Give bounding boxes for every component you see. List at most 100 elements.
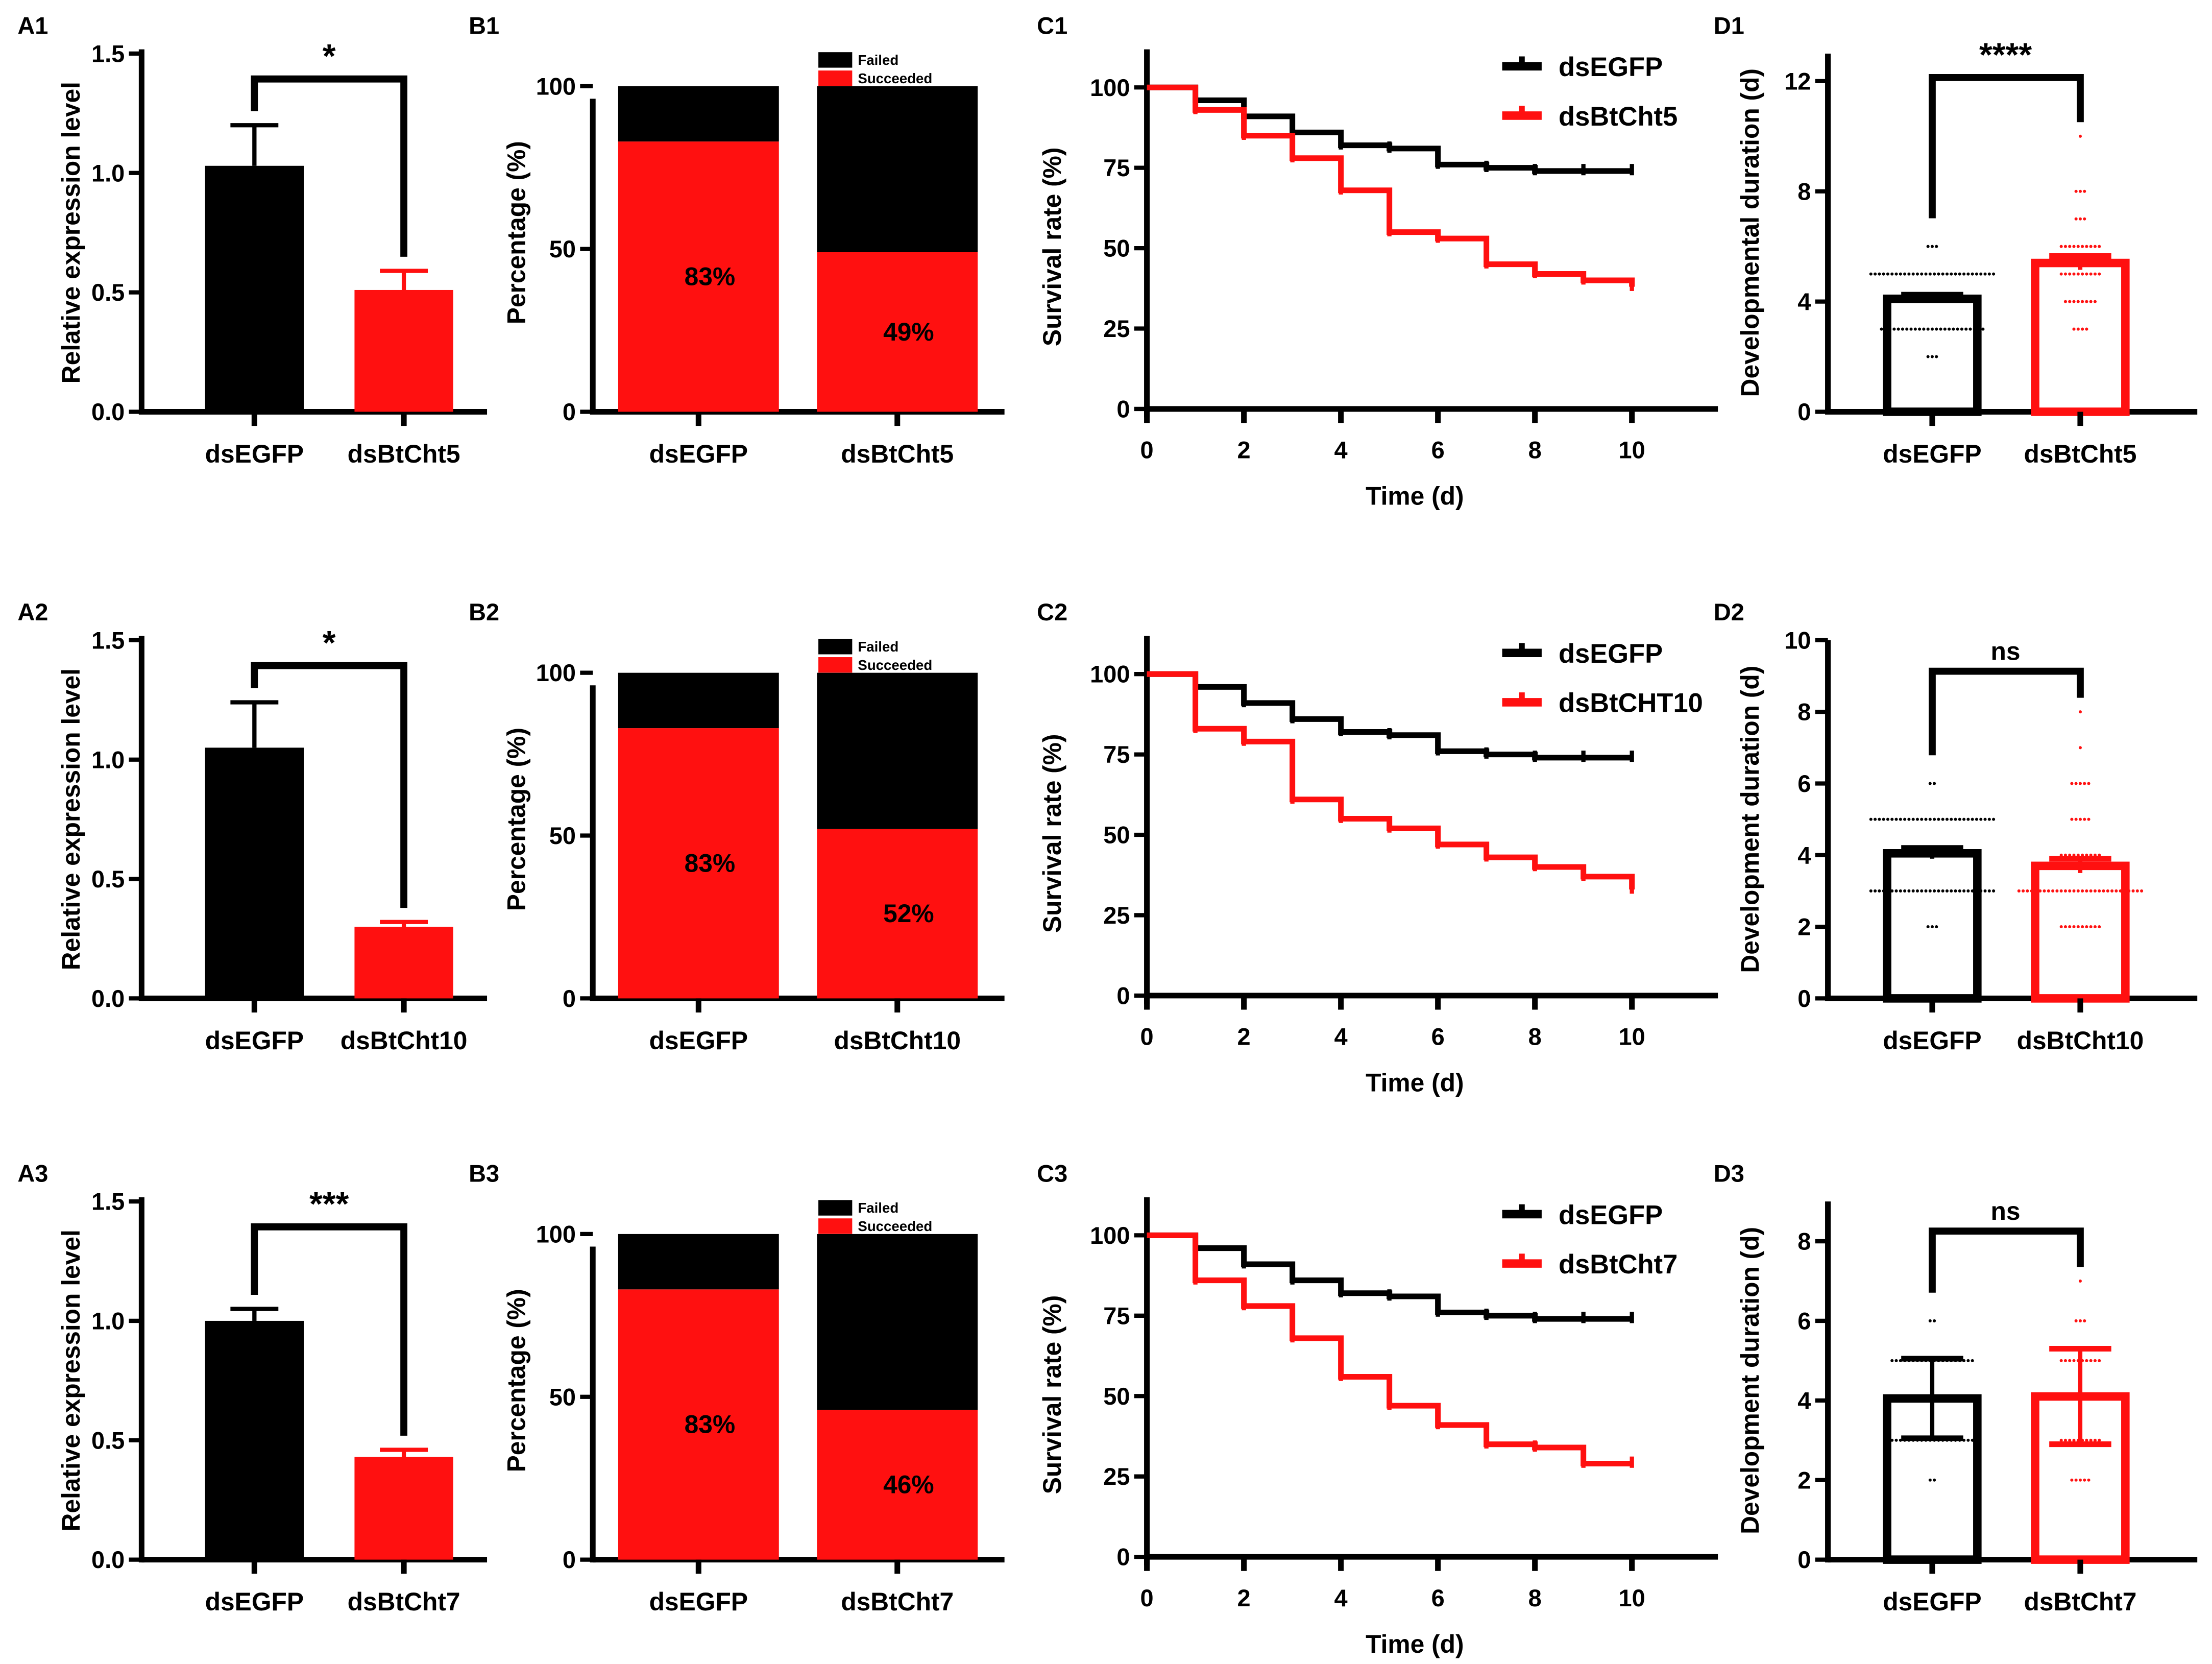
data-point bbox=[1933, 1478, 1936, 1482]
data-point bbox=[2093, 1438, 2097, 1442]
x-category-label: dsEGFP bbox=[205, 1026, 304, 1055]
data-point bbox=[2106, 889, 2109, 893]
data-point bbox=[2098, 889, 2101, 893]
data-point bbox=[2070, 1478, 2074, 1482]
y-tick-label: 100 bbox=[536, 73, 576, 100]
data-point bbox=[2119, 889, 2122, 893]
data-point bbox=[1987, 817, 1991, 821]
data-point bbox=[2081, 300, 2084, 303]
y-axis-label: Development duration (d) bbox=[1736, 1227, 1764, 1534]
data-point bbox=[2072, 245, 2076, 248]
data-point bbox=[2110, 889, 2114, 893]
data-point bbox=[1907, 889, 1911, 893]
panel-d1: D1 Developmental duration (d) 0 4 8 12 dsEGFP d… bbox=[1714, 12, 2198, 468]
data-point bbox=[2017, 889, 2021, 893]
data-point bbox=[2068, 245, 2072, 248]
data-point bbox=[2081, 327, 2084, 331]
y-tick-label: 25 bbox=[1103, 1463, 1130, 1490]
data-point bbox=[2043, 889, 2046, 893]
y-axis-label: Survival rate (%) bbox=[1038, 1295, 1066, 1494]
y-tick-label: 0 bbox=[1797, 398, 1811, 425]
data-point bbox=[2089, 889, 2093, 893]
data-label-succeeded: 52% bbox=[883, 899, 934, 928]
data-point bbox=[1971, 817, 1974, 821]
data-point bbox=[2098, 925, 2101, 929]
data-point bbox=[1869, 889, 1873, 893]
bar-failed bbox=[618, 672, 779, 729]
significance-bracket bbox=[1929, 1227, 2084, 1293]
data-point bbox=[1928, 272, 1932, 276]
data-point bbox=[1930, 355, 1934, 358]
data-point bbox=[1928, 889, 1932, 893]
data-point bbox=[2078, 189, 2082, 193]
data-point bbox=[1903, 272, 1907, 276]
data-point bbox=[2076, 327, 2080, 331]
data-point bbox=[2098, 272, 2101, 276]
x-category-label: dsEGFP bbox=[649, 440, 748, 468]
x-category-label: dsBtCht10 bbox=[834, 1026, 961, 1055]
data-point bbox=[2083, 189, 2086, 193]
y-tick-label: 1.0 bbox=[91, 1308, 125, 1335]
y-tick-label: 100 bbox=[1090, 1222, 1130, 1249]
data-point bbox=[2089, 1438, 2093, 1442]
data-point bbox=[2087, 782, 2091, 785]
data-point bbox=[2093, 272, 2097, 276]
data-point bbox=[2074, 1478, 2078, 1482]
panel-d2: D2 Development duration (d) 0 2 4 6 8 10 dsEGFP d… bbox=[1714, 598, 2198, 1055]
data-point bbox=[1918, 327, 1922, 331]
data-point bbox=[2068, 300, 2072, 303]
y-tick-label: 0 bbox=[1116, 396, 1130, 423]
data-label-succeeded: 83% bbox=[685, 1410, 735, 1439]
y-tick-label: 1.5 bbox=[91, 40, 125, 67]
x-tick-label: 0 bbox=[1140, 437, 1154, 464]
data-point bbox=[1926, 355, 1930, 358]
panel-label: B3 bbox=[469, 1160, 499, 1187]
data-point bbox=[2085, 925, 2088, 929]
legend-swatch-succeeded bbox=[818, 657, 853, 673]
data-point bbox=[1892, 327, 1896, 331]
data-point bbox=[1897, 327, 1900, 331]
panel-label: D2 bbox=[1714, 598, 1744, 625]
data-point bbox=[1983, 889, 1987, 893]
significance-label: * bbox=[323, 38, 336, 76]
data-point bbox=[1945, 889, 1949, 893]
data-point bbox=[1933, 782, 1936, 785]
data-point bbox=[1966, 1359, 1970, 1362]
data-point bbox=[2135, 889, 2139, 893]
data-point bbox=[2063, 300, 2067, 303]
y-tick-label: 50 bbox=[549, 822, 576, 849]
x-tick-label: 6 bbox=[1431, 1584, 1445, 1611]
data-point bbox=[2072, 1438, 2076, 1442]
bar bbox=[354, 1457, 453, 1560]
x-tick-label: 8 bbox=[1528, 1023, 1542, 1050]
panel-label: B2 bbox=[469, 598, 499, 625]
data-point bbox=[2063, 1438, 2067, 1442]
data-point bbox=[2093, 889, 2097, 893]
data-point bbox=[1922, 327, 1926, 331]
data-point bbox=[2076, 925, 2080, 929]
data-point bbox=[1983, 272, 1987, 276]
data-point bbox=[1894, 889, 1898, 893]
data-point bbox=[2059, 925, 2063, 929]
y-tick-label: 0 bbox=[1116, 982, 1130, 1009]
bar bbox=[205, 1320, 304, 1560]
data-point bbox=[2063, 889, 2067, 893]
y-tick-label: 50 bbox=[1103, 1383, 1130, 1410]
data-point bbox=[1874, 889, 1877, 893]
data-point bbox=[1992, 272, 1996, 276]
data-point bbox=[2083, 1319, 2086, 1322]
data-point bbox=[1939, 327, 1942, 331]
data-point bbox=[1987, 889, 1991, 893]
bar bbox=[354, 290, 453, 412]
data-point bbox=[1966, 817, 1970, 821]
data-point bbox=[2078, 1279, 2082, 1283]
data-point bbox=[1973, 327, 1976, 331]
y-tick-label: 2 bbox=[1797, 1466, 1811, 1493]
x-category-label: dsEGFP bbox=[1883, 1587, 1981, 1616]
data-point bbox=[1966, 1438, 1970, 1442]
data-point bbox=[1977, 327, 1981, 331]
data-point bbox=[2038, 889, 2042, 893]
x-tick-label: 10 bbox=[1619, 1584, 1645, 1611]
data-point bbox=[2089, 245, 2093, 248]
